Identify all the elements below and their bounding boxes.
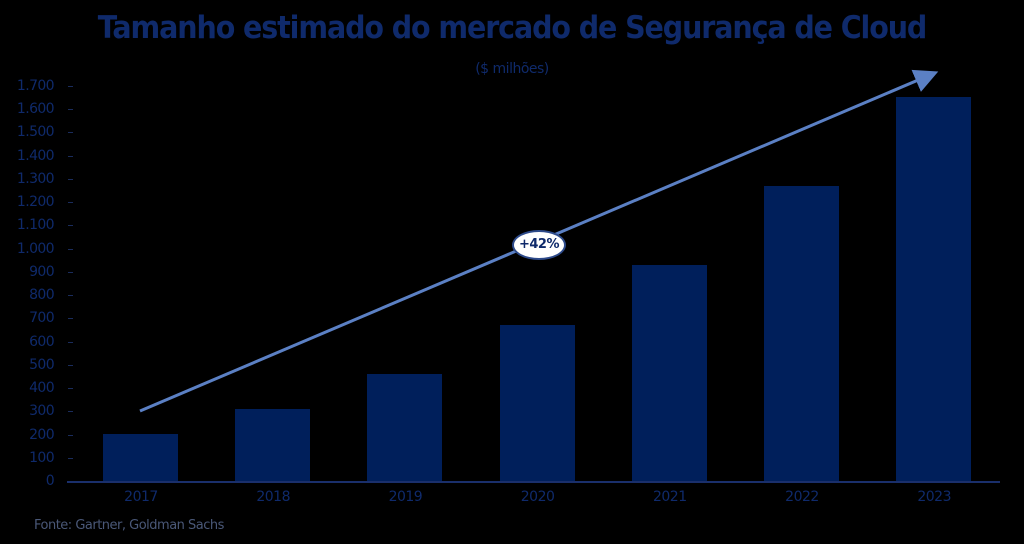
y-tick-label: 300 bbox=[29, 403, 55, 420]
x-tick-label: 2017 bbox=[124, 489, 158, 505]
y-tick-mark bbox=[68, 202, 73, 204]
y-tick-mark bbox=[68, 457, 73, 459]
y-tick-label: 600 bbox=[29, 333, 55, 350]
x-tick-label: 2020 bbox=[520, 489, 555, 505]
bar-2020 bbox=[499, 325, 575, 481]
y-tick-label: 900 bbox=[29, 263, 55, 280]
cagr-badge: +42% bbox=[512, 230, 566, 260]
y-tick-mark bbox=[68, 155, 73, 157]
y-tick-mark bbox=[68, 388, 73, 390]
y-tick-mark bbox=[68, 132, 73, 134]
y-tick-label: 400 bbox=[29, 380, 55, 397]
y-tick-label: 1.600 bbox=[16, 101, 55, 118]
bar-2019 bbox=[367, 374, 443, 481]
y-tick-mark bbox=[68, 364, 73, 366]
bar-2023 bbox=[896, 96, 972, 481]
y-tick-label: 500 bbox=[29, 356, 55, 373]
source-note: Fonte: Gartner, Goldman Sachs bbox=[34, 518, 224, 533]
x-tick-label: 2022 bbox=[785, 489, 819, 505]
x-tick-label: 2023 bbox=[917, 489, 951, 505]
y-tick-label: 1.400 bbox=[16, 147, 55, 164]
y-tick-mark bbox=[68, 225, 73, 227]
y-tick-label: 0 bbox=[45, 473, 55, 489]
y-tick-mark bbox=[68, 178, 73, 180]
x-tick-label: 2019 bbox=[388, 489, 423, 505]
y-tick-mark bbox=[68, 411, 73, 413]
y-tick-label: 700 bbox=[29, 310, 55, 327]
y-tick-mark bbox=[68, 295, 73, 297]
y-tick-mark bbox=[68, 318, 73, 320]
y-tick-label: 1.000 bbox=[16, 240, 55, 257]
bar-2022 bbox=[764, 185, 839, 481]
y-tick-label: 1.500 bbox=[16, 124, 55, 141]
x-tick-label: 2021 bbox=[652, 489, 687, 505]
chart-subtitle: ($ milhões) bbox=[475, 61, 549, 77]
chart-title: Tamanho estimado do mercado de Segurança… bbox=[97, 10, 928, 46]
y-tick-mark bbox=[68, 248, 73, 250]
y-tick-label: 100 bbox=[29, 449, 55, 466]
y-tick-label: 1.300 bbox=[16, 170, 55, 187]
y-tick-label: 800 bbox=[29, 287, 55, 304]
y-tick-mark bbox=[68, 86, 73, 87]
bar-2017 bbox=[103, 434, 178, 481]
y-tick-mark bbox=[68, 109, 73, 111]
y-tick-label: 1.200 bbox=[16, 194, 55, 211]
y-tick-mark bbox=[68, 434, 73, 436]
y-tick-mark bbox=[68, 271, 73, 273]
y-tick-label: 200 bbox=[29, 426, 55, 443]
bar-2021 bbox=[631, 264, 707, 481]
y-tick-label: 1.100 bbox=[16, 217, 55, 234]
x-tick-label: 2018 bbox=[256, 489, 290, 505]
x-axis-line bbox=[67, 481, 1000, 483]
bar-2018 bbox=[235, 408, 311, 481]
y-tick-label: 1.700 bbox=[16, 78, 55, 94]
y-tick-mark bbox=[68, 341, 73, 343]
